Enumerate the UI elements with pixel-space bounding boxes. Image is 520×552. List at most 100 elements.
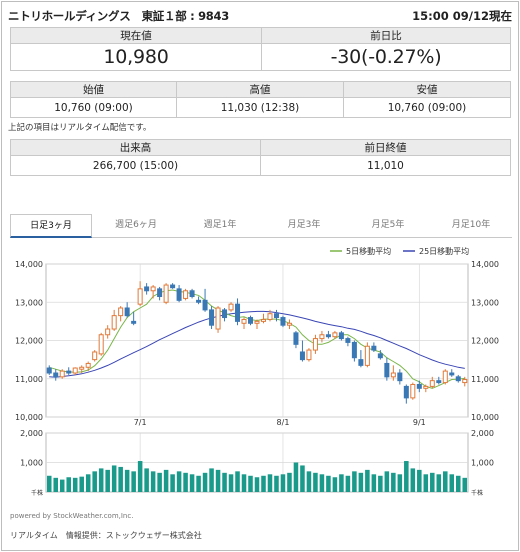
candle-body — [235, 303, 241, 322]
low-label: 安値 — [343, 81, 511, 98]
volume-bar — [462, 477, 468, 492]
volume-bar — [105, 469, 110, 492]
volume-bar — [163, 469, 169, 492]
vol-tick-left: 2,000 — [20, 429, 43, 438]
volume-bar — [313, 472, 318, 492]
candle-body — [260, 318, 267, 322]
candle-body — [111, 315, 117, 330]
candle-body — [364, 345, 370, 366]
volume-bar — [118, 466, 123, 492]
volume-bar — [352, 471, 357, 492]
candle-body — [170, 284, 176, 289]
candle-body — [280, 317, 286, 326]
candle-body — [59, 370, 65, 378]
x-tick-label: 8/1 — [277, 418, 290, 427]
candle-body — [293, 332, 299, 345]
candle-body — [163, 284, 169, 303]
change-label: 前日比 — [261, 27, 511, 44]
candle-body — [325, 334, 331, 338]
y-tick-right: 13,000 — [471, 298, 499, 307]
volume-bar — [345, 475, 351, 492]
volume-bar — [300, 465, 305, 492]
vol-tick-right: 1,000 — [471, 459, 494, 468]
powered-by: powered by StockWeather.com,Inc. — [10, 512, 134, 520]
candle-body — [423, 385, 429, 389]
volume-bar — [215, 469, 221, 492]
candle-body — [338, 332, 344, 340]
company-name: ニトリホールディングス 東証１部 : 9843 — [8, 9, 229, 23]
volume-bar — [417, 469, 422, 492]
tab-monthly-10y[interactable]: 月足10年 — [451, 220, 491, 230]
y-tick-left: 14,000 — [15, 260, 43, 269]
candle-body — [183, 290, 189, 299]
volume-bar — [248, 475, 253, 492]
date-axis-labels: 7/1 8/1 9/1 — [134, 418, 426, 427]
y-tick-left: 12,000 — [15, 337, 43, 346]
ma25-line-group — [49, 310, 465, 378]
candle-body — [85, 362, 91, 368]
candle-body — [384, 362, 390, 378]
x-tick-label: 7/1 — [134, 418, 147, 427]
candle-body — [254, 320, 260, 324]
vol-tick-left: 1,000 — [20, 459, 43, 468]
volume-bar — [404, 461, 409, 492]
price-axis-labels: 14,000 14,000 13,000 13,000 12,000 12,000 11,0… — [15, 260, 499, 422]
y-tick-right: 10,000 — [471, 413, 499, 422]
vol-tick-right: 2,000 — [471, 429, 494, 438]
realtime-note: 上記の項目はリアルタイム配信です。 — [8, 123, 152, 133]
volume-bar — [85, 474, 91, 492]
volume-bar — [306, 471, 312, 492]
volume-bar — [111, 465, 117, 492]
candle-body — [228, 303, 234, 311]
volume-bar — [131, 471, 136, 492]
candle-body — [53, 372, 59, 378]
tab-daily-3m[interactable]: 日足3ヶ月 — [10, 214, 92, 238]
candle-body — [462, 379, 468, 384]
volume-bar — [183, 472, 188, 492]
volume-bar — [254, 477, 260, 492]
candle-body — [410, 383, 416, 399]
x-tick-label: 9/1 — [413, 418, 426, 427]
ma5-legend-label: 5日移動平均 — [346, 246, 391, 256]
candle-body — [273, 313, 279, 319]
tab-monthly-5y[interactable]: 月足5年 — [371, 220, 405, 230]
candle-body — [436, 380, 442, 384]
tab-monthly-3y[interactable]: 月足3年 — [287, 220, 321, 230]
volume-bar — [319, 474, 325, 492]
volume-bar — [430, 472, 435, 492]
candle-body — [267, 313, 273, 320]
ma25-legend-label: 25日移動平均 — [419, 246, 469, 256]
candle-body — [455, 376, 461, 382]
volume-bar — [280, 474, 286, 492]
volume-label: 出来高 — [10, 139, 261, 156]
volume-bar — [455, 475, 461, 492]
chart-legend: 5日移動平均 25日移動平均 — [330, 246, 469, 256]
candle-body — [429, 380, 435, 387]
candle-body — [202, 299, 208, 311]
candle-body — [403, 385, 409, 399]
y-tick-left: 13,000 — [15, 298, 43, 307]
candle-body — [196, 299, 202, 303]
y-tick-right: 12,000 — [471, 337, 499, 346]
open-value: 10,760 (09:00) — [10, 97, 177, 118]
volume-bar — [339, 474, 344, 492]
candle-body — [358, 359, 364, 366]
vol-unit-right: 千株 — [471, 489, 483, 497]
volume-bar — [235, 471, 240, 492]
vol-unit-left: 千株 — [31, 489, 43, 497]
candle-body — [144, 286, 150, 292]
volume-bar — [222, 472, 227, 492]
y-tick-right: 11,000 — [471, 375, 499, 384]
candle-body — [397, 372, 403, 382]
volume-value: 266,700 (15:00) — [10, 155, 261, 176]
tab-weekly-6m[interactable]: 週足6ヶ月 — [115, 220, 157, 230]
candle-body — [176, 288, 182, 301]
tab-weekly-1y[interactable]: 週足1年 — [203, 220, 237, 230]
volume-bar — [92, 471, 97, 492]
volume-bar — [196, 475, 201, 492]
volume-bar — [384, 471, 390, 492]
volume-bar — [391, 472, 396, 492]
volume-bar — [144, 468, 149, 492]
y-tick-left: 11,000 — [15, 375, 43, 384]
